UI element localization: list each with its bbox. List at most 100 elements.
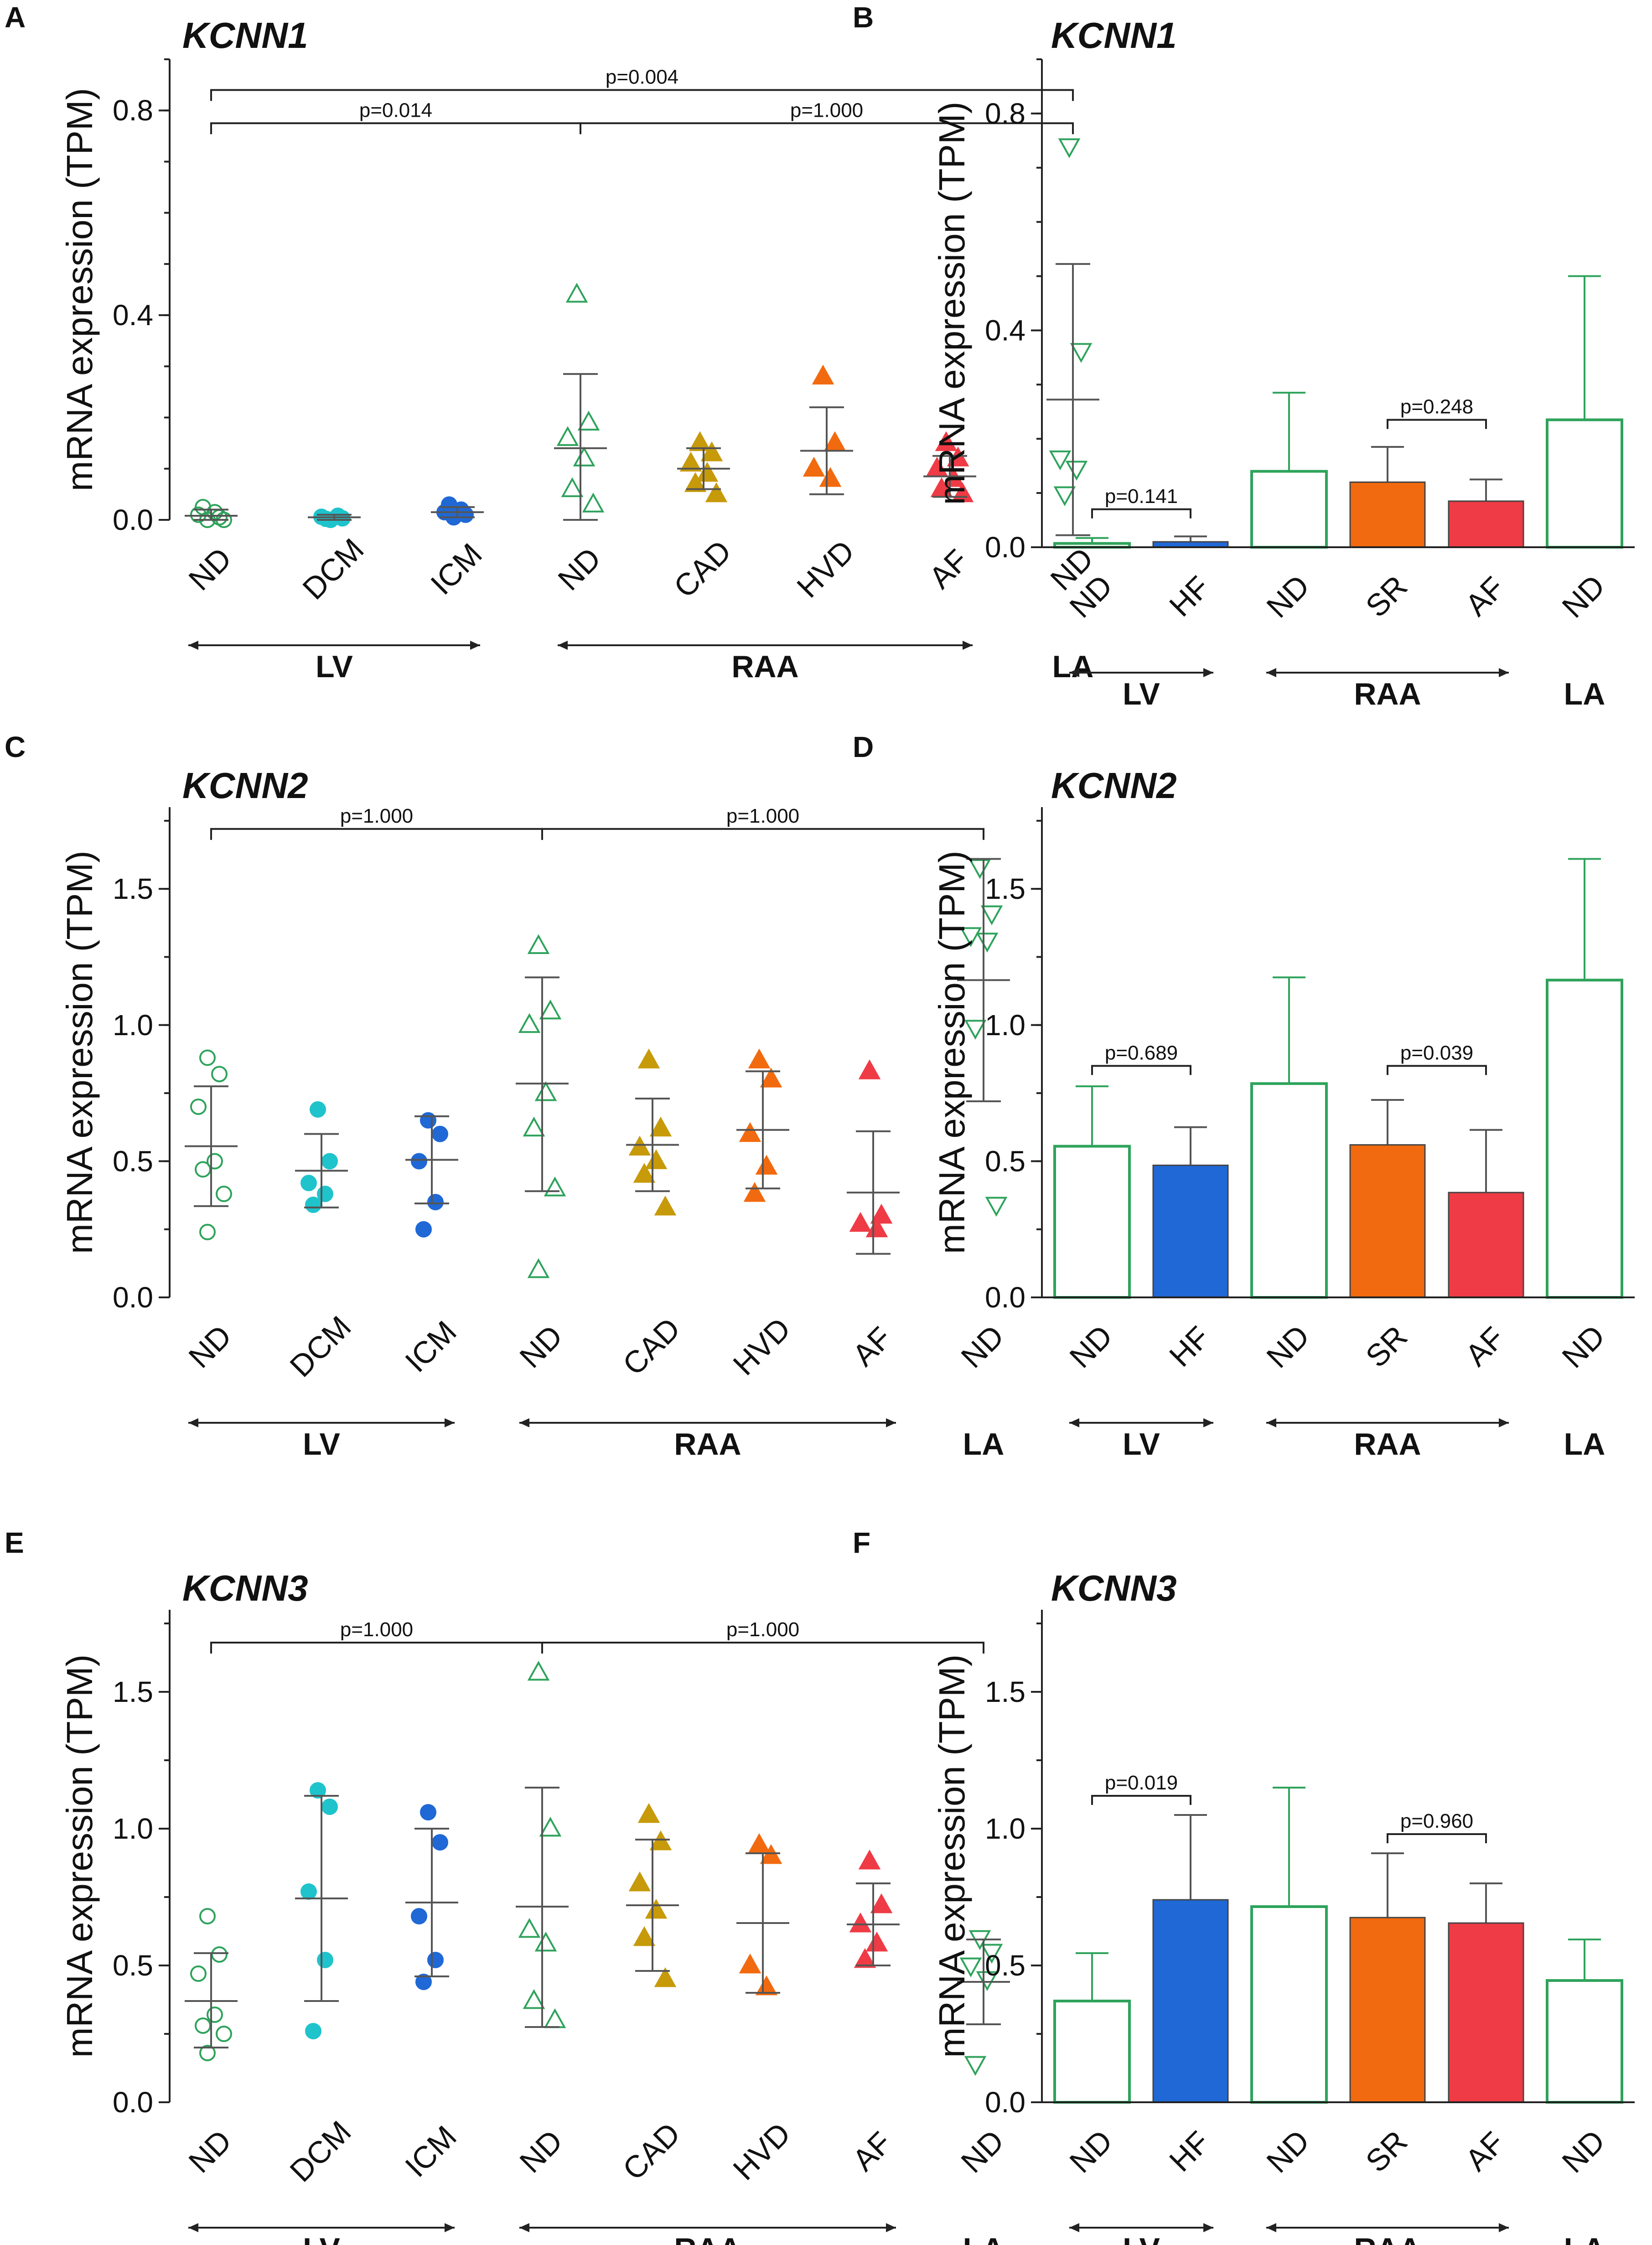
data-point bbox=[534, 1931, 557, 1952]
data-point bbox=[942, 467, 965, 487]
y-axis-title: mRNA expression (TPM) bbox=[932, 102, 972, 505]
panel-letter: C bbox=[5, 731, 26, 763]
data-point bbox=[216, 1186, 232, 1203]
y-tick-label: 1.0 bbox=[985, 1812, 1025, 1845]
y-tick-label: 0.0 bbox=[985, 531, 1025, 564]
y-tick-label: 0.0 bbox=[985, 1281, 1025, 1314]
data-point bbox=[1058, 138, 1081, 158]
bar bbox=[1546, 418, 1623, 549]
bar bbox=[1250, 1082, 1328, 1299]
y-tick-label: 0.4 bbox=[985, 314, 1025, 347]
arrowhead-left-icon bbox=[1266, 1418, 1276, 1427]
category-label: HVD bbox=[726, 2116, 797, 2187]
data-point bbox=[964, 2056, 987, 2076]
p-value-label: p=0.960 bbox=[1400, 1810, 1473, 1832]
data-point bbox=[705, 482, 728, 503]
data-point bbox=[679, 451, 702, 472]
gene-title: KCNN3 bbox=[182, 1568, 308, 1608]
category-label: ND bbox=[513, 1318, 569, 1374]
y-tick-label: 1.5 bbox=[113, 1675, 153, 1708]
y-tick-label: 0.0 bbox=[113, 503, 153, 536]
bar bbox=[1250, 470, 1328, 549]
category-label: ICM bbox=[424, 537, 489, 601]
category-label: ND bbox=[182, 1318, 238, 1374]
arrowhead-right-icon bbox=[445, 1418, 455, 1427]
significance-bracket bbox=[541, 828, 984, 840]
bar bbox=[1448, 1922, 1524, 2103]
data-point bbox=[518, 1013, 541, 1033]
data-point bbox=[523, 1989, 545, 2009]
data-point bbox=[544, 1177, 566, 1197]
y-tick-label: 0.5 bbox=[113, 1145, 153, 1177]
p-value-label: p=0.248 bbox=[1400, 396, 1473, 418]
data-point bbox=[305, 2023, 321, 2039]
data-point bbox=[870, 1203, 893, 1224]
data-point bbox=[195, 498, 211, 515]
y-tick-label: 0.5 bbox=[985, 1949, 1025, 1982]
p-value-label: p=0.689 bbox=[1105, 1042, 1178, 1064]
category-label: ND bbox=[182, 541, 238, 597]
data-point bbox=[760, 1068, 782, 1088]
data-point bbox=[199, 2045, 216, 2061]
bar bbox=[1250, 1905, 1328, 2104]
p-value-label: p=0.004 bbox=[606, 66, 678, 88]
y-tick-label: 1.0 bbox=[113, 1812, 153, 1845]
data-point bbox=[968, 859, 991, 879]
data-point bbox=[985, 1197, 1008, 1217]
group-label: RAA bbox=[1354, 1427, 1421, 1462]
arrowhead-right-icon bbox=[470, 641, 480, 650]
data-point bbox=[849, 1212, 872, 1232]
y-axis-title: mRNA expression (TPM) bbox=[59, 88, 100, 492]
bar bbox=[1546, 1979, 1623, 2104]
data-point bbox=[544, 2008, 566, 2028]
panel-letter: D bbox=[853, 731, 874, 763]
category-label: ND bbox=[1555, 2123, 1611, 2179]
arrowhead-right-icon bbox=[886, 2223, 896, 2232]
significance-bracket bbox=[1091, 1065, 1191, 1075]
p-value-label: p=1.000 bbox=[790, 99, 863, 121]
category-label: ND bbox=[1260, 568, 1316, 624]
bar bbox=[1152, 1899, 1229, 2103]
y-tick-label: 1.5 bbox=[985, 1675, 1025, 1708]
data-point bbox=[199, 1908, 216, 1924]
gene-title: KCNN3 bbox=[1051, 1568, 1177, 1608]
data-point bbox=[534, 1081, 557, 1101]
category-label: HVD bbox=[790, 534, 861, 604]
data-point bbox=[310, 1101, 326, 1118]
category-label: ND bbox=[513, 2123, 569, 2179]
significance-bracket bbox=[210, 89, 1074, 101]
category-label: AF bbox=[846, 1320, 898, 1373]
category-label: ND bbox=[182, 2123, 238, 2179]
data-point bbox=[1049, 450, 1072, 471]
panel-c: C KCNN2 0.0 0.5 1.0 1.5 mRNA expression (TPM) N… bbox=[5, 731, 1010, 1462]
category-label: CAD bbox=[616, 1311, 687, 1382]
p-value-label: p=0.019 bbox=[1105, 1772, 1178, 1794]
category-label: ND bbox=[1063, 2123, 1119, 2179]
category-label: HF bbox=[1163, 2125, 1217, 2178]
arrowhead-right-icon bbox=[1203, 2223, 1213, 2232]
data-point bbox=[1070, 343, 1093, 363]
bar bbox=[1546, 979, 1623, 1299]
group-label: LA bbox=[1564, 2232, 1605, 2245]
arrowhead-left-icon bbox=[188, 641, 198, 650]
arrowhead-left-icon bbox=[1266, 668, 1276, 677]
panel-letter: A bbox=[5, 1, 26, 34]
p-value-label: p=0.014 bbox=[359, 99, 432, 121]
data-point bbox=[858, 1849, 881, 1870]
data-point bbox=[565, 283, 588, 303]
data-point bbox=[527, 1258, 550, 1278]
category-label: ND bbox=[551, 541, 607, 597]
y-tick-label: 0.0 bbox=[113, 1281, 153, 1314]
gene-title: KCNN1 bbox=[1051, 15, 1177, 56]
data-point bbox=[432, 1834, 448, 1851]
data-point bbox=[539, 999, 562, 1020]
data-point bbox=[420, 1804, 436, 1820]
y-tick-label: 1.5 bbox=[985, 872, 1025, 905]
data-point bbox=[582, 493, 605, 513]
panel-f: F KCNN3 0.0 0.5 1.0 1.5 mRNA expression (TPM) N… bbox=[853, 1526, 1635, 2245]
data-point bbox=[317, 1186, 333, 1203]
significance-bracket bbox=[1091, 1795, 1191, 1805]
category-label: CAD bbox=[616, 2116, 687, 2187]
arrowhead-right-icon bbox=[445, 2223, 455, 2232]
data-point bbox=[300, 1175, 317, 1192]
